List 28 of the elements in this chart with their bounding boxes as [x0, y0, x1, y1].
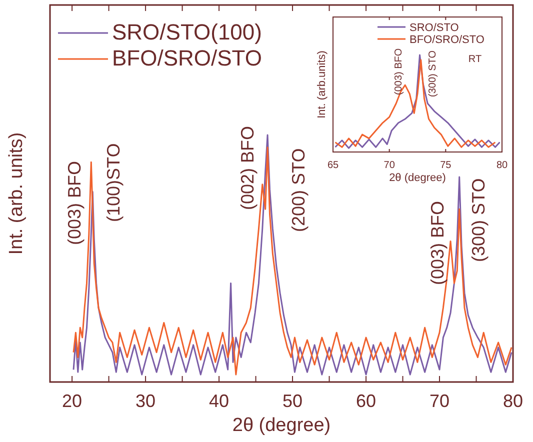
x-tick-label: 50	[282, 390, 303, 411]
x-tick-label: 70	[384, 160, 396, 172]
y-axis-title: Int. (arb.units)	[316, 50, 328, 118]
legend-label: SRO/STO	[410, 22, 460, 34]
annotation: (003) BFO	[427, 200, 448, 285]
legend-label: SRO/STO(100)	[112, 20, 262, 45]
x-tick-label: 30	[136, 390, 156, 411]
annotation: RT	[468, 54, 482, 65]
x-axis-title: 2θ (degree)	[389, 172, 446, 184]
y-axis-title: Int. (arb. units)	[6, 132, 27, 255]
annotation: (003) BFO	[64, 160, 84, 245]
x-tick-label: 80	[496, 160, 508, 172]
annotation: (200) STO	[288, 148, 308, 232]
annotation: (100)STO	[103, 143, 124, 222]
annotation: (002) BFO	[237, 126, 258, 210]
x-axis-title: 2θ (degree)	[232, 415, 331, 436]
x-tick-label: 80	[502, 390, 524, 411]
annotation: (300) STO	[468, 178, 488, 262]
x-tick-label: 40	[209, 390, 230, 411]
x-tick-label: 65	[327, 160, 339, 172]
annotation: (300) STO	[428, 50, 438, 97]
x-tick-label: 20	[62, 390, 82, 411]
legend-label: BFO/SRO/STO	[112, 46, 262, 71]
x-tick-label: 60	[356, 390, 376, 411]
x-tick-label: 75	[440, 160, 452, 172]
legend-label: BFO/SRO/STO	[410, 34, 485, 46]
annotation: (003) BFO	[394, 48, 404, 95]
x-tick-label: 70	[429, 390, 450, 411]
